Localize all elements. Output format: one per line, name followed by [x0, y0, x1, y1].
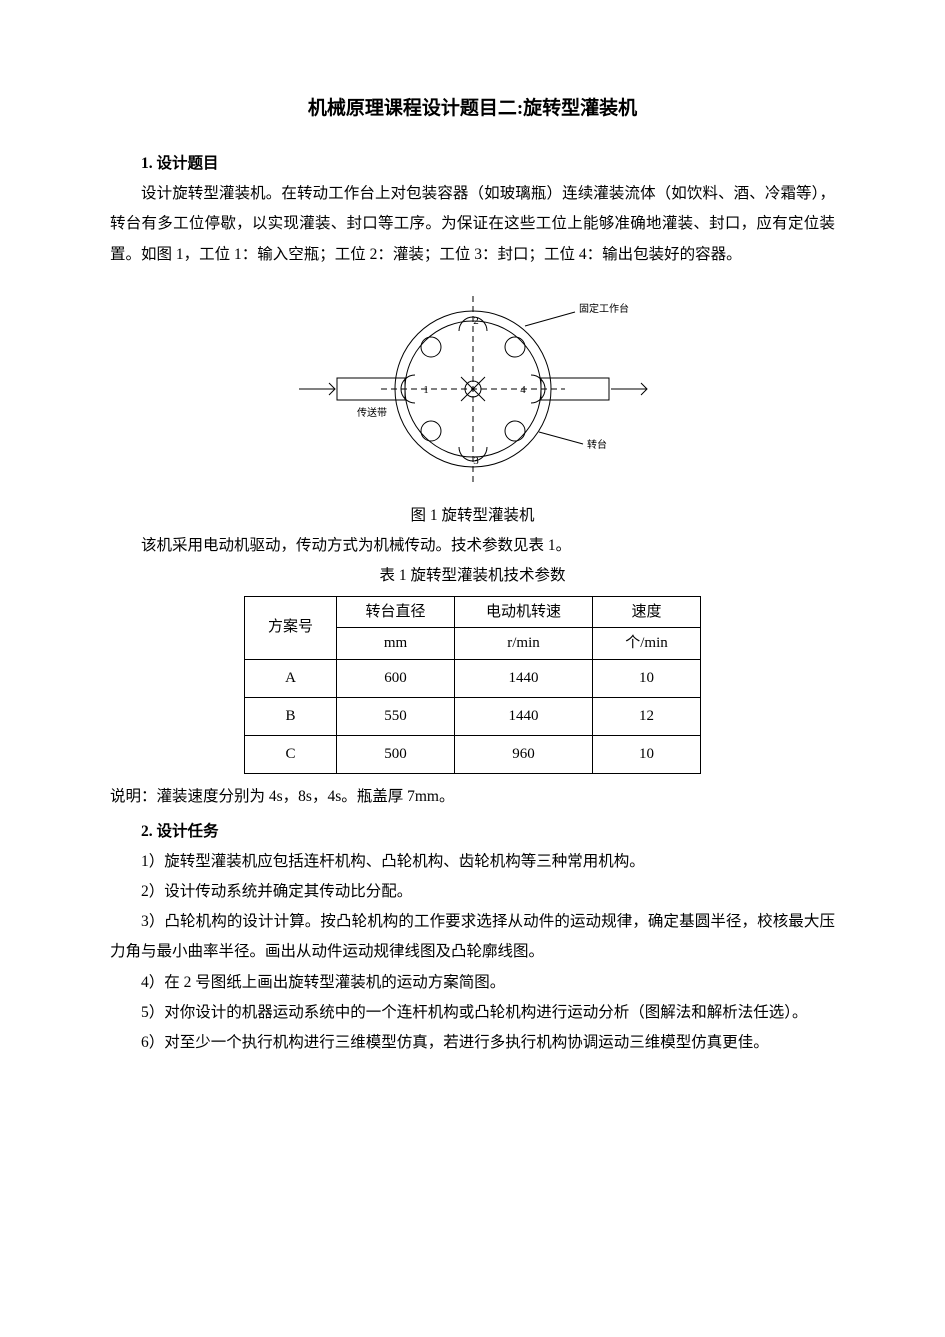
th-speed: 速度	[593, 596, 701, 628]
turntable-label: 转台	[587, 438, 607, 451]
station-3-label: 3	[473, 455, 479, 467]
page-title: 机械原理课程设计题目二:旋转型灌装机	[110, 90, 835, 127]
params-table: 方案号 转台直径 电动机转速 速度 mm r/min 个/min A 600 1…	[244, 596, 701, 775]
table-1-caption: 表 1 旋转型灌装机技术参数	[110, 561, 835, 591]
task-5: 5）对你设计的机器运动系统中的一个连杆机构或凸轮机构进行运动分析（图解法和解析法…	[110, 998, 835, 1028]
section-1-body: 设计旋转型灌装机。在转动工作台上对包装容器（如玻璃瓶）连续灌装流体（如饮料、酒、…	[110, 179, 835, 270]
figure-1: 1 2 3 4 固定工作台 传送带 转台	[110, 282, 835, 497]
table-row: A 600 1440 10	[245, 659, 701, 697]
task-1: 1）旋转型灌装机应包括连杆机构、凸轮机构、齿轮机构等三种常用机构。	[110, 847, 835, 877]
figure-1-caption: 图 1 旋转型灌装机	[110, 501, 835, 531]
after-figure-text: 该机采用电动机驱动，传动方式为机械传动。技术参数见表 1。	[110, 531, 835, 561]
task-6: 6）对至少一个执行机构进行三维模型仿真，若进行多执行机构协调运动三维模型仿真更佳…	[110, 1028, 835, 1058]
task-2: 2）设计传动系统并确定其传动比分配。	[110, 877, 835, 907]
th-speed-unit: 个/min	[593, 628, 701, 660]
table-note: 说明：灌装速度分别为 4s，8s，4s。瓶盖厚 7mm。	[110, 782, 835, 812]
fixed-table-label: 固定工作台	[579, 302, 629, 315]
station-1-label: 1	[423, 384, 429, 396]
th-motor-unit: r/min	[455, 628, 593, 660]
th-diameter-unit: mm	[337, 628, 455, 660]
belt-label: 传送带	[357, 406, 387, 419]
table-row: C 500 960 10	[245, 736, 701, 774]
th-diameter: 转台直径	[337, 596, 455, 628]
table-row: B 550 1440 12	[245, 697, 701, 735]
th-plan: 方案号	[245, 596, 337, 659]
station-4-label: 4	[520, 384, 526, 396]
section-1-heading: 1. 设计题目	[110, 149, 835, 179]
task-4: 4）在 2 号图纸上画出旋转型灌装机的运动方案简图。	[110, 968, 835, 998]
section-2-heading: 2. 设计任务	[110, 817, 835, 847]
diagram-svg: 1 2 3 4 固定工作台 传送带 转台	[293, 282, 653, 497]
task-3: 3）凸轮机构的设计计算。按凸轮机构的工作要求选择从动件的运动规律，确定基圆半径，…	[110, 907, 835, 967]
station-2-label: 2	[473, 315, 479, 327]
th-motor-speed: 电动机转速	[455, 596, 593, 628]
